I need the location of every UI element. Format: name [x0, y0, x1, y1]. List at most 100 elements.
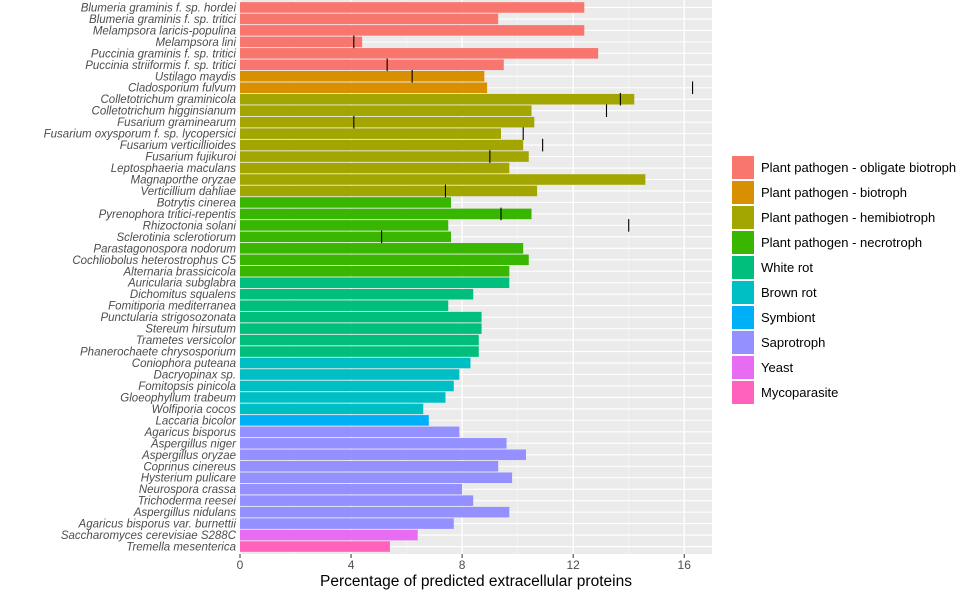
bar: [240, 208, 532, 220]
y-tick-label: Blumeria graminis f. sp. hordei: [81, 2, 237, 14]
y-tick-label: Melampsora lini: [155, 37, 236, 49]
legend-key: [732, 231, 754, 254]
bar: [240, 82, 488, 94]
bar: [240, 369, 460, 380]
bar: [240, 346, 479, 357]
y-tick-label: Fomitiporia mediterranea: [108, 301, 236, 313]
bar: [240, 277, 510, 289]
y-tick-label: Ustilago maydis: [155, 71, 236, 83]
bar: [240, 116, 535, 128]
legend-label: Yeast: [761, 360, 793, 375]
y-tick-label: Aspergillus oryzae: [141, 450, 236, 462]
bar: [240, 357, 471, 369]
y-tick-label: Melampsora laricis-populina: [93, 25, 236, 37]
legend-key: [732, 181, 754, 204]
bar: [240, 392, 446, 403]
y-tick-label: Botrytis cinerea: [157, 197, 236, 209]
y-tick-label: Tremella mesenterica: [126, 542, 236, 554]
bar: [240, 472, 513, 484]
y-tick-label: Wolfiporia cocos: [152, 404, 237, 416]
bar: [240, 334, 479, 346]
legend-key: [732, 356, 754, 379]
legend-key: [732, 281, 754, 304]
y-tick-label: Fomitopsis pinicola: [138, 381, 236, 393]
y-tick-label: Stereum hirsutum: [145, 324, 236, 336]
x-axis-ticks: 0 4 8 12 16: [237, 554, 692, 572]
y-tick-label: Verticillium dahliae: [141, 186, 236, 198]
bar: [240, 48, 599, 59]
y-axis-labels: Blumeria graminis f. sp. hordeiBlumeria …: [44, 2, 238, 553]
bar: [240, 128, 501, 139]
bar: [240, 495, 474, 506]
legend-key: [732, 331, 754, 354]
y-tick-label: Leptosphaeria maculans: [111, 163, 237, 175]
legend-label: Mycoparasite: [761, 385, 838, 400]
y-tick-label: Dichomitus squalens: [130, 289, 236, 301]
bar: [240, 483, 463, 495]
legend-key: [732, 156, 754, 179]
y-tick-label: Agaricus bisporus var. burnettii: [78, 519, 237, 531]
bar: [240, 197, 452, 208]
y-tick-label: Punctularia strigosozonata: [100, 312, 236, 324]
legend-label: Plant pathogen - hemibiotroph: [761, 210, 935, 225]
legend-label: White rot: [761, 260, 813, 275]
bar: [240, 174, 646, 185]
bar: [240, 380, 454, 392]
bar: [240, 506, 510, 518]
bar: [240, 449, 526, 461]
y-tick-label: Cladosporium fulvum: [128, 83, 236, 95]
x-tick-label: 16: [678, 558, 692, 572]
bar: [240, 265, 510, 277]
y-tick-label: Coniophora puteana: [132, 358, 236, 370]
y-tick-label: Magnaporthe oryzae: [131, 175, 236, 187]
legend-label: Brown rot: [761, 285, 817, 300]
y-tick-label: Saccharomyces cerevisiae S288C: [61, 530, 237, 542]
x-tick-label: 0: [237, 558, 244, 572]
x-tick-label: 4: [348, 558, 355, 572]
bar: [240, 162, 510, 174]
bar: [240, 25, 585, 36]
bar: [240, 288, 474, 300]
bar: [240, 59, 504, 71]
y-tick-label: Aspergillus niger: [150, 438, 237, 450]
y-tick-label: Aspergillus nidulans: [133, 507, 237, 519]
y-tick-label: Trichoderma reesei: [138, 496, 237, 508]
y-tick-label: Fusarium fujikuroi: [145, 152, 236, 164]
y-tick-label: Agaricus bisporus: [144, 427, 237, 439]
bar: [240, 403, 424, 415]
bar: [240, 2, 585, 13]
y-tick-label: Coprinus cinereus: [143, 461, 236, 473]
legend: Plant pathogen - obligate biotroph Plant …: [732, 156, 956, 404]
bar: [240, 139, 524, 151]
y-tick-label: Fusarium oxysporum f. sp. lycopersici: [44, 129, 237, 141]
bar: [240, 243, 524, 254]
y-tick-label: Phanerochaete chrysosporium: [80, 347, 236, 359]
bar: [240, 70, 485, 82]
legend-key: [732, 306, 754, 329]
y-tick-label: Rhizoctonia solani: [143, 220, 237, 232]
bar: [240, 460, 499, 472]
bar: [240, 13, 499, 25]
bar: [240, 323, 482, 334]
bar: [240, 426, 460, 438]
y-tick-label: Hysterium pulicare: [141, 473, 236, 485]
x-tick-label: 8: [459, 558, 466, 572]
legend-label: Saprotroph: [761, 335, 825, 350]
y-tick-label: Sclerotinia sclerotiorum: [116, 232, 236, 244]
bar: [240, 220, 449, 231]
bar: [240, 185, 538, 197]
y-tick-label: Parastagonospora nodorum: [93, 243, 236, 255]
y-tick-label: Auricularia subglabra: [127, 278, 236, 290]
y-tick-label: Laccaria bicolor: [155, 415, 237, 427]
bar: [240, 438, 507, 449]
bar: [240, 541, 390, 552]
bar: [240, 311, 482, 323]
legend-label: Plant pathogen - biotroph: [761, 185, 907, 200]
y-tick-label: Colletotrichum graminicola: [101, 94, 237, 106]
y-tick-label: Fusarium graminearum: [117, 117, 236, 129]
y-tick-label: Neurospora crassa: [139, 484, 236, 496]
legend-key: [732, 381, 754, 404]
bar: [240, 518, 454, 529]
